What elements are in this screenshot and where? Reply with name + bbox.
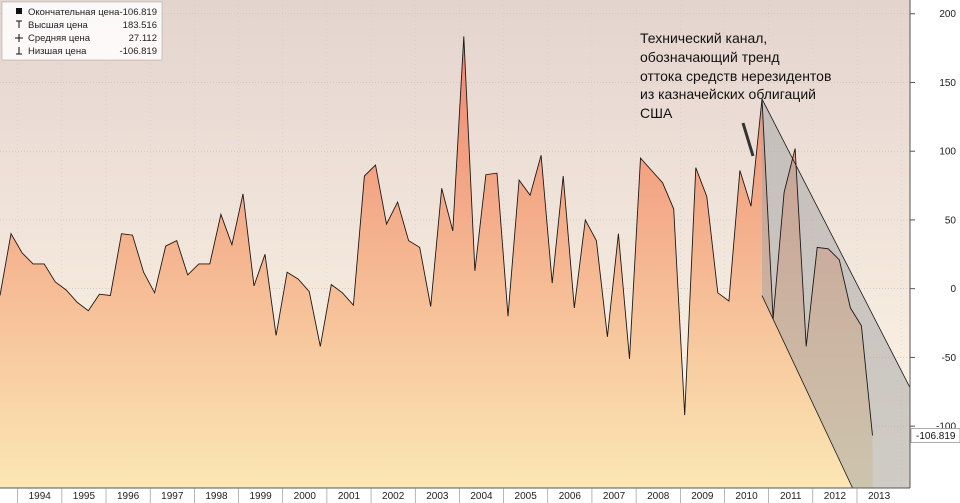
annotation-line: США	[640, 105, 673, 121]
y-tick-label: 200	[939, 9, 956, 20]
x-tick-label: 1999	[250, 491, 273, 502]
x-tick-label: 2001	[338, 491, 361, 502]
legend-value: 27.112	[129, 33, 157, 44]
x-tick-label: 1994	[29, 491, 52, 502]
annotation: Технический канал, обозначающий тренд от…	[640, 30, 831, 157]
series-area	[0, 36, 873, 488]
x-tick-label: 1997	[161, 491, 184, 502]
x-tick-label: 2007	[603, 491, 626, 502]
annotation-line: Технический канал,	[640, 30, 767, 46]
y-tick-label: 0	[950, 284, 956, 295]
low-price-icon	[16, 47, 22, 55]
x-tick-label: 2009	[691, 491, 714, 502]
average-price-icon	[15, 34, 23, 42]
channel-upper-line	[761, 98, 910, 388]
x-tick-label: 2000	[294, 491, 317, 502]
annotation-line: из казначейских облигаций	[640, 86, 816, 102]
x-tick-label: 2008	[647, 491, 670, 502]
legend-label: Высшая цена	[28, 20, 88, 31]
x-tick-label: 2010	[735, 491, 758, 502]
annotation-pointer	[741, 122, 755, 157]
legend-item-close: Окончательная цена -106.819	[16, 7, 157, 18]
x-tick-label: 2011	[780, 491, 802, 502]
x-tick-label: 1995	[73, 491, 96, 502]
x-axis: 1994 1995 1996 1997 1998 1999 2000 2001 2002 2003…	[0, 487, 960, 503]
x-tick-label: 2002	[382, 491, 405, 502]
x-tick-label: 2004	[470, 491, 493, 502]
y-tick-label: 100	[939, 147, 956, 158]
last-value-marker: -106.819	[910, 428, 960, 443]
annotation-line: обозначающий тренд	[640, 49, 780, 65]
channel-lower-line	[761, 295, 853, 488]
close-price-icon	[16, 8, 22, 14]
legend-value: -106.819	[119, 46, 157, 57]
y-tick-label: 50	[945, 215, 957, 226]
legend-item-low: Низшая цена -106.819	[16, 46, 157, 57]
y-tick-label: -50	[942, 353, 957, 364]
x-tick-label: 2013	[868, 491, 891, 502]
x-tick-label: 1996	[117, 491, 140, 502]
legend-label: Низшая цена	[28, 46, 87, 57]
legend: Окончательная цена -106.819 Высшая цена …	[1, 1, 163, 61]
annotation-line: оттока средств нерезидентов	[640, 68, 831, 84]
x-tick-label: 2003	[426, 491, 449, 502]
y-tick-label: -100	[936, 422, 956, 433]
legend-value: 183.516	[123, 20, 157, 31]
legend-item-average: Средняя цена 27.112	[15, 33, 157, 44]
trend-channel	[762, 99, 910, 488]
y-tick-label: 150	[939, 78, 956, 89]
last-value-label: -106.819	[916, 431, 956, 442]
y-axis: 200 150 100 50 0 -50 -100	[909, 0, 960, 488]
x-tick-label: 2012	[824, 491, 847, 502]
legend-value: -106.819	[119, 7, 157, 18]
legend-label: Средняя цена	[28, 33, 91, 44]
x-tick-label: 1998	[205, 491, 228, 502]
legend-item-high: Высшая цена 183.516	[16, 20, 157, 31]
x-tick-label: 2006	[559, 491, 582, 502]
series-line	[0, 36, 873, 436]
x-tick-label: 2005	[515, 491, 538, 502]
legend-label: Окончательная цена	[28, 7, 120, 18]
high-price-icon	[16, 20, 22, 28]
